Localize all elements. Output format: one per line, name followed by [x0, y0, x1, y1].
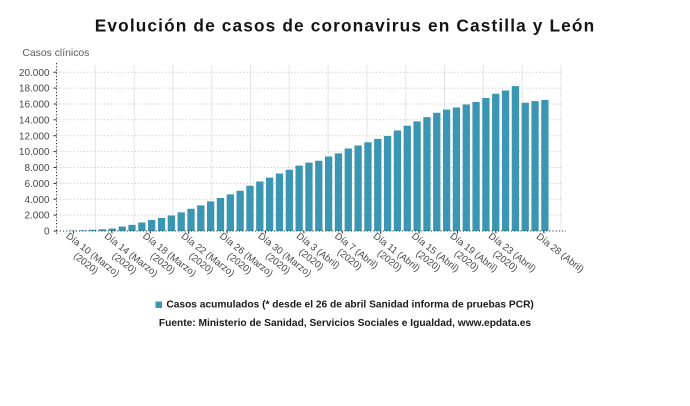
svg-text:Fuente: Ministerio de Sanidad,: Fuente: Ministerio de Sanidad, Servicios…	[159, 318, 531, 329]
svg-text:14.000: 14.000	[19, 115, 50, 126]
svg-text:2.000: 2.000	[24, 211, 49, 222]
svg-text:20.000: 20.000	[19, 68, 50, 79]
svg-text:10.000: 10.000	[19, 147, 50, 158]
svg-text:12.000: 12.000	[19, 131, 50, 142]
svg-text:Casos acumulados (* desde el 2: Casos acumulados (* desde el 26 de abril…	[166, 299, 533, 310]
svg-text:4.000: 4.000	[24, 195, 49, 206]
svg-text:Casos clínicos: Casos clínicos	[22, 48, 89, 59]
svg-text:6.000: 6.000	[24, 179, 49, 190]
svg-text:8.000: 8.000	[24, 163, 49, 174]
svg-text:Evolución de casos de coronavi: Evolución de casos de coronavirus en Cas…	[95, 16, 596, 36]
svg-text:18.000: 18.000	[19, 84, 50, 95]
svg-text:16.000: 16.000	[19, 100, 50, 111]
svg-text:0: 0	[44, 227, 50, 238]
